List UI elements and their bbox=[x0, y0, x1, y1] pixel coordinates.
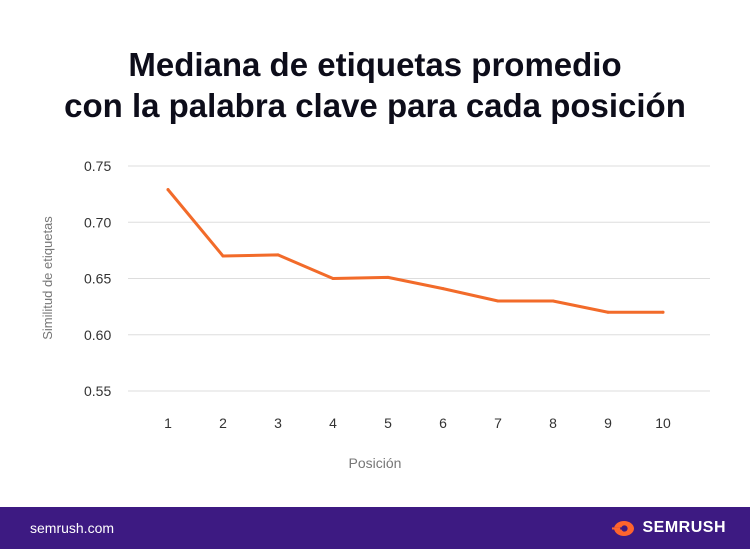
chart-title-line-1: Mediana de etiquetas promedio bbox=[128, 46, 622, 83]
x-tick-label: 2 bbox=[219, 415, 227, 431]
footer-site-link[interactable]: semrush.com bbox=[30, 520, 115, 536]
y-tick-label: 0.60 bbox=[84, 327, 111, 343]
data-point bbox=[386, 275, 390, 279]
data-point bbox=[551, 299, 555, 303]
x-tick-label: 9 bbox=[604, 415, 612, 431]
x-tick-label: 7 bbox=[494, 415, 502, 431]
data-point bbox=[496, 299, 500, 303]
y-tick-label: 0.75 bbox=[84, 158, 111, 174]
footer-bar: semrush.com SEMRUSH bbox=[0, 507, 750, 549]
data-point bbox=[606, 310, 610, 314]
x-tick-label: 5 bbox=[384, 415, 392, 431]
y-axis-title: Similitud de etiquetas bbox=[40, 216, 55, 340]
x-axis-title: Posición bbox=[349, 455, 402, 471]
data-point bbox=[331, 277, 335, 280]
x-tick-label: 3 bbox=[274, 415, 282, 431]
x-tick-label: 4 bbox=[329, 415, 337, 431]
x-tick-label: 1 bbox=[164, 415, 172, 431]
series-line bbox=[166, 188, 665, 314]
x-tick-label: 6 bbox=[439, 415, 447, 431]
semrush-flame-icon bbox=[612, 521, 635, 536]
brand-name: SEMRUSH bbox=[642, 519, 726, 536]
y-tick-label: 0.65 bbox=[84, 271, 111, 287]
data-point bbox=[166, 188, 170, 192]
semrush-logo: SEMRUSH bbox=[612, 518, 726, 538]
line-chart: 0.75 0.70 0.65 0.60 0.55 1 2 3 4 5 6 7 8 9 10 Posición S… bbox=[40, 158, 710, 471]
y-tick-label: 0.70 bbox=[84, 214, 111, 230]
x-tick-label: 8 bbox=[549, 415, 557, 431]
y-tick-label: 0.55 bbox=[84, 383, 111, 399]
data-point bbox=[441, 287, 445, 291]
chart-title: Mediana de etiquetas promedio con la pal… bbox=[0, 44, 750, 126]
data-point bbox=[276, 253, 280, 257]
data-point bbox=[221, 254, 225, 258]
data-point bbox=[661, 310, 665, 314]
chart-title-line-2: con la palabra clave para cada posición bbox=[64, 87, 686, 124]
x-tick-label: 10 bbox=[655, 415, 671, 431]
